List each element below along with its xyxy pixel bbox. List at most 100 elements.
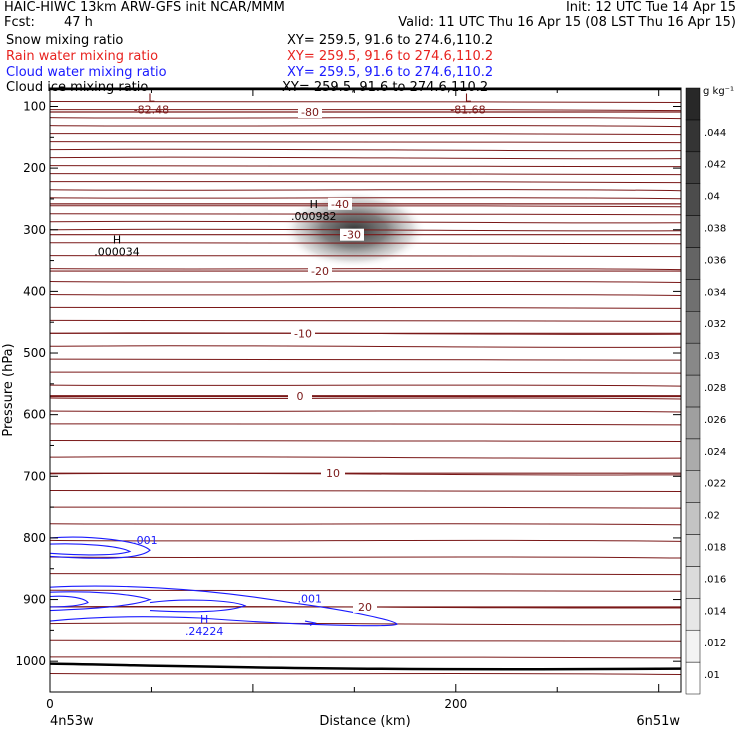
y-tick-label: 1000: [15, 654, 46, 668]
cloud-water-contour: [149, 599, 247, 613]
extremum-symbol: L: [148, 92, 155, 105]
forecast-label: Fcst:: [4, 15, 35, 30]
colorbar-tick-label: .03: [704, 351, 720, 362]
isotherm-line: [49, 639, 682, 642]
isotherm-line: [49, 148, 682, 152]
colorbar: .01 .012 .014 .016 .018 .02 .022 .024 .026 .028 .0…: [685, 87, 726, 695]
colorbar-tick-label: .014: [704, 606, 726, 617]
colorbar-tick-label: .032: [704, 319, 726, 330]
colorbar-tick-label: .024: [704, 447, 726, 458]
isotherm-label: 10: [326, 467, 340, 480]
isotherm-line: [49, 213, 682, 216]
colorbar-tick-label: .022: [704, 479, 726, 490]
isotherm-label: -10: [294, 327, 312, 340]
isotherm-label: -30: [343, 229, 361, 242]
colorbar-segment: [685, 661, 701, 695]
isotherm-line: [49, 205, 682, 208]
isotherm-line: [49, 101, 682, 104]
isotherm-label: 20: [358, 601, 372, 614]
colorbar-segment: [685, 598, 701, 631]
colorbar-segment: [685, 119, 701, 153]
isotherm-label: 0: [297, 390, 304, 403]
isotherm-line: [49, 345, 682, 348]
isotherm-line: [49, 280, 682, 284]
colorbar-segment: [685, 406, 701, 440]
colorbar-tick-label: .018: [704, 542, 726, 553]
plot-frame: [49, 87, 682, 693]
isotherm-line: [49, 140, 682, 144]
y-tick-label: 600: [23, 408, 46, 422]
colorbar-tick-label: .02: [704, 511, 720, 522]
y-tick-label: 700: [23, 469, 46, 483]
isotherm-line: [49, 622, 682, 626]
isotherm-line: [49, 133, 682, 136]
cloud-water-contour: [49, 595, 89, 608]
colorbar-segment: [685, 247, 701, 280]
isotherm-line: [49, 556, 682, 559]
colorbar-segment: [685, 279, 701, 312]
colorbar-tick-label: .028: [704, 383, 726, 394]
isotherm-line: [49, 164, 682, 168]
colorbar-tick-label: .026: [704, 415, 726, 426]
colorbar-segment: [685, 342, 701, 376]
extremum-value: -81.68: [450, 104, 485, 117]
isotherm-line: [49, 656, 682, 659]
y-tick-label: 300: [23, 223, 46, 237]
colorbar-tick-label: .036: [704, 255, 726, 266]
colorbar-tick-label: .016: [704, 574, 726, 585]
colorbar-segment: [685, 311, 701, 344]
field-label-snow: Snow mixing ratio: [6, 33, 124, 48]
valid-time: Valid: 11 UTC Thu 16 Apr 15 (08 LST Thu …: [398, 15, 736, 30]
isotherm-line: [49, 125, 682, 128]
cloud-water-contour: [49, 543, 132, 556]
isotherm-label: -40: [331, 198, 349, 211]
colorbar-tick-label: .042: [704, 160, 726, 171]
extremum-value: .24224: [185, 625, 224, 638]
isotherm-line: [49, 439, 682, 443]
colorbar-segment: [685, 534, 701, 567]
isotherm-line: [49, 371, 682, 374]
y-tick-label: 400: [23, 284, 46, 298]
colorbar-unit: g kg⁻¹: [703, 86, 734, 97]
forecast-hour: 47 h: [64, 15, 93, 30]
colorbar-tick-label: .038: [704, 224, 726, 235]
surface-pressure-line: [49, 662, 682, 671]
y-tick-label: 500: [23, 346, 46, 360]
isotherm-line: [49, 384, 682, 387]
y-tick-label: 100: [23, 99, 46, 113]
cloud-water-contour: [49, 536, 151, 559]
colorbar-segment: [685, 151, 701, 184]
colorbar-tick-label: .034: [704, 287, 726, 298]
cloud-water-label: .001: [298, 593, 323, 606]
x-tick-label: 200: [444, 697, 467, 711]
isotherm-line: [49, 189, 682, 192]
x-endpoint-left: 4n53w: [50, 714, 94, 729]
isotherm-line: [49, 397, 682, 400]
cloud-water-contour: [304, 620, 317, 626]
isotherm-line: [49, 293, 682, 296]
colorbar-tick-label: .012: [704, 638, 726, 649]
isotherm-line: [49, 255, 682, 258]
cloud-water-contour: [49, 591, 152, 612]
extremum-symbol: H: [113, 233, 121, 246]
isotherm-line: [49, 306, 682, 309]
isotherm-line: [49, 181, 682, 184]
y-tick-label: 800: [23, 531, 46, 545]
isotherm-line: [49, 423, 682, 426]
field-xy-rain: XY= 259.5, 91.6 to 274.6,110.2: [287, 49, 494, 64]
field-label-cloud-water: Cloud water mixing ratio: [6, 65, 167, 80]
colorbar-segment: [685, 566, 701, 599]
colorbar-segment: [685, 629, 701, 663]
colorbar-segment: [685, 470, 701, 503]
colorbar-segment: [685, 215, 701, 248]
isotherm-line: [49, 589, 682, 592]
isotherm-line: [49, 456, 682, 459]
model-title: HAIC-HIWC 13km ARW-GFS init NCAR/MMM: [4, 0, 285, 15]
cloud-water-contour: [49, 585, 398, 627]
isotherm-label: -20: [311, 265, 329, 278]
colorbar-tick-label: .01: [704, 670, 720, 681]
isotherm-line: [49, 539, 682, 542]
colorbar-segment: [685, 183, 701, 216]
isotherm-line: [49, 523, 682, 526]
isotherm-line: [49, 489, 682, 492]
